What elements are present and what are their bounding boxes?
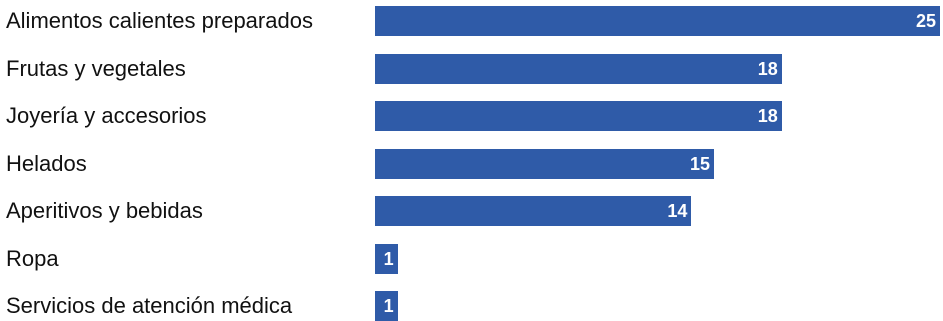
bar-value-label: 1 <box>383 296 394 316</box>
bar <box>375 196 692 226</box>
bar <box>375 148 714 179</box>
category-label: Aperitivos y bebidas <box>6 198 203 223</box>
category-label: Helados <box>6 150 87 176</box>
category-label: Ropa <box>6 245 59 271</box>
bar-value-label: 14 <box>667 201 688 221</box>
bar <box>375 6 940 36</box>
bar <box>375 53 782 84</box>
bar-value-label: 18 <box>757 58 778 79</box>
bar-value-label: 25 <box>916 11 937 31</box>
bar-value-label: 15 <box>690 153 711 174</box>
bar <box>375 101 782 131</box>
bar-value-label: 18 <box>757 106 778 126</box>
bar <box>375 243 398 274</box>
category-label: Alimentos calientes preparados <box>6 8 313 33</box>
category-label: Joyería y accesorios <box>6 103 207 128</box>
bar <box>375 291 398 321</box>
category-label: Frutas y vegetales <box>6 55 186 81</box>
category-label: Servicios de atención médica <box>6 293 293 318</box>
bar-value-label: 1 <box>383 248 394 269</box>
